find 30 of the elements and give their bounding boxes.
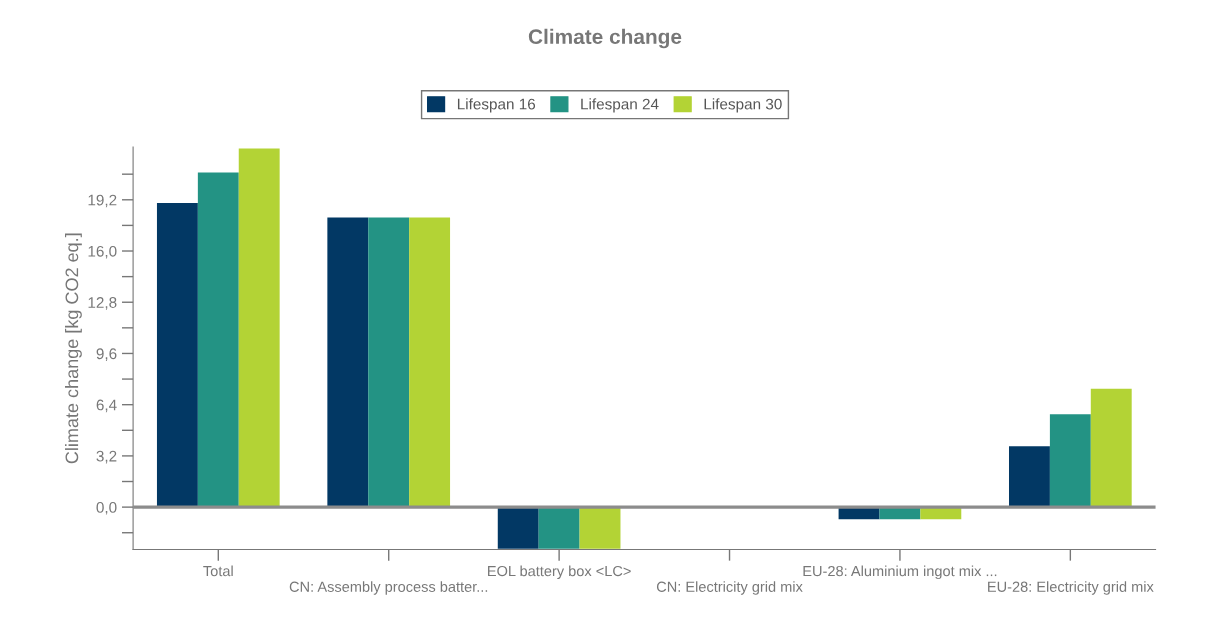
y-tick-label: 3,2 bbox=[96, 450, 117, 464]
bar bbox=[197, 172, 239, 508]
bar bbox=[156, 202, 198, 508]
bar bbox=[1009, 446, 1050, 508]
legend-label: Lifespan 16 bbox=[457, 98, 536, 113]
x-tick-label: EOL battery box <LC> bbox=[488, 565, 631, 580]
x-tick-label: EU-28: Electricity grid mix bbox=[988, 581, 1154, 595]
x-tick-label: Total bbox=[203, 565, 233, 577]
y-tick-label: 19,2 bbox=[88, 194, 117, 208]
y-tick-label: 9,6 bbox=[96, 348, 117, 361]
legend-label: Lifespan 30 bbox=[704, 98, 782, 113]
x-tick-label: EU-28: Aluminium ingot mix ... bbox=[803, 565, 997, 580]
bar bbox=[1090, 388, 1132, 508]
legend-label: Lifespan 24 bbox=[581, 98, 659, 113]
bar bbox=[409, 217, 451, 508]
y-axis-title: Climate change [kg CO2 eq.] bbox=[65, 233, 82, 464]
y-tick-label: 16,0 bbox=[88, 245, 117, 259]
chart-title: Climate change bbox=[528, 28, 682, 49]
bar bbox=[579, 507, 621, 549]
bar bbox=[327, 217, 369, 508]
bar bbox=[238, 148, 280, 508]
x-tick-label: CN: Electricity grid mix bbox=[656, 581, 803, 595]
bar bbox=[1049, 414, 1091, 508]
bar bbox=[497, 507, 539, 549]
bar bbox=[538, 507, 580, 549]
x-tick-label: CN: Assembly process batter... bbox=[289, 581, 488, 595]
y-tick-label: 6,4 bbox=[96, 399, 117, 413]
y-tick-label: 0,0 bbox=[96, 501, 117, 515]
bar bbox=[368, 217, 410, 508]
y-tick-label: 12,8 bbox=[88, 297, 117, 310]
